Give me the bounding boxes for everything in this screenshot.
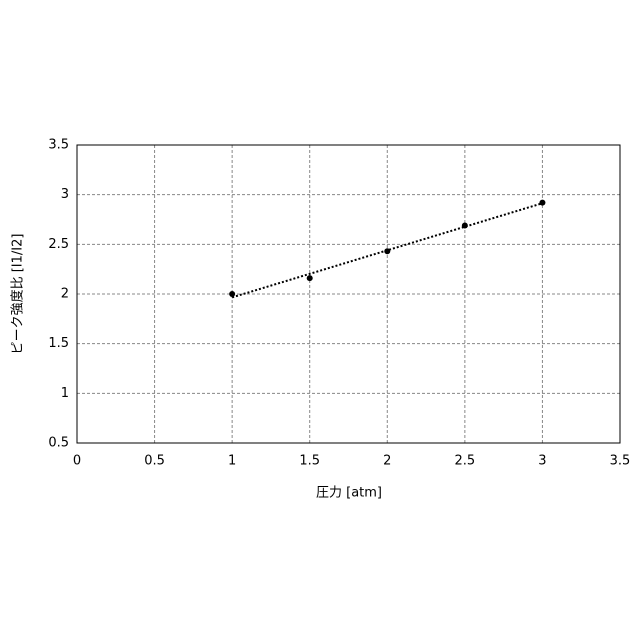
y-tick-label: 2 xyxy=(61,287,69,302)
x-tick-label: 3.5 xyxy=(610,454,631,469)
x-tick-label: 0 xyxy=(73,454,81,469)
y-tick-label: 2.5 xyxy=(48,237,69,252)
y-tick-label: 0.5 xyxy=(48,436,69,451)
x-tick-label: 1 xyxy=(228,454,236,469)
x-tick-label: 2.5 xyxy=(455,454,476,469)
y-axis-label: ピーク強度比 [I1/I2] xyxy=(10,234,26,355)
x-tick-label: 3 xyxy=(538,454,546,469)
x-tick-label: 0.5 xyxy=(144,454,165,469)
y-tick-label: 1.5 xyxy=(48,336,69,351)
x-tick-label: 1.5 xyxy=(299,454,320,469)
y-tick-label: 3.5 xyxy=(48,138,69,153)
chart: 圧力 [atm] ピーク強度比 [I1/I2] 0.5 1 1.5 2 2.5 3 3.5 0… xyxy=(0,0,640,640)
y-tick-label: 1 xyxy=(61,386,69,401)
x-axis-label: 圧力 [atm] xyxy=(316,486,382,501)
data-point xyxy=(539,200,545,206)
y-tick-label: 3 xyxy=(61,187,69,202)
data-point xyxy=(384,248,390,254)
data-point xyxy=(307,275,313,281)
data-point xyxy=(462,222,468,228)
x-tick-label: 2 xyxy=(383,454,391,469)
data-point xyxy=(229,291,235,297)
